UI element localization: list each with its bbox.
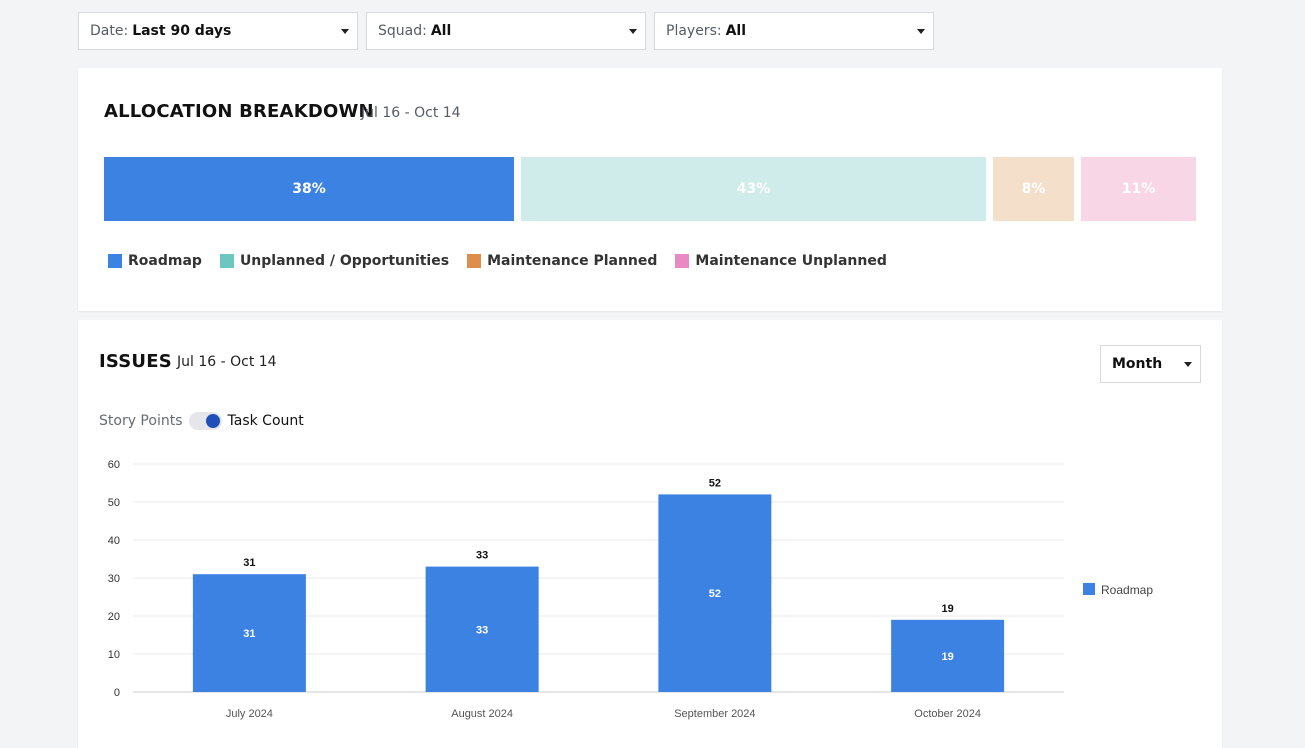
legend-swatch — [219, 254, 234, 268]
task-count-label[interactable]: Task Count — [227, 413, 304, 429]
date-filter-dropdown[interactable]: Date: Last 90 days — [78, 12, 358, 50]
caret-down-icon — [341, 29, 349, 34]
legend-label: Unplanned / Opportunities — [239, 253, 450, 269]
legend-swatch — [467, 254, 482, 268]
segment-percent-label: 8% — [1021, 181, 1046, 197]
y-tick-label: 0 — [114, 687, 120, 699]
chart-bar[interactable] — [658, 494, 772, 692]
players-filter-value: All — [725, 23, 747, 39]
allocation-legend: Roadmap Unplanned / Opportunities Mainte… — [108, 253, 887, 269]
legend-item-roadmap[interactable]: Roadmap — [108, 253, 202, 269]
chart-bar[interactable] — [192, 574, 306, 692]
y-tick-label: 10 — [108, 649, 120, 661]
period-select-value: Month — [1112, 356, 1163, 372]
squad-filter-label: Squad: — [378, 23, 427, 39]
legend-item-maintenance-unplanned[interactable]: Maintenance Unplanned — [675, 253, 887, 269]
players-filter-label: Players: — [666, 23, 722, 39]
period-select[interactable]: Month — [1100, 345, 1201, 383]
legend-item-unplanned[interactable]: Unplanned / Opportunities — [219, 253, 450, 269]
squad-filter-value: All — [430, 23, 452, 39]
y-tick-label: 60 — [108, 459, 120, 471]
bar-value-label: 33 — [476, 624, 488, 636]
allocation-segment-maintenance-unplanned[interactable]: 11% — [1081, 157, 1196, 221]
date-filter-label: Date: — [90, 23, 129, 39]
legend-swatch — [108, 254, 122, 268]
legend-swatch — [1083, 583, 1095, 595]
segment-percent-label: 38% — [292, 181, 326, 197]
allocation-title: ALLOCATION BREAKDOWN — [104, 101, 374, 122]
issues-title: ISSUES — [99, 351, 172, 372]
issues-bar-chart: 0 10 20 30 40 50 60 31 31 July 2024 33 33 August 202… — [108, 459, 1154, 720]
filter-bar: Date: Last 90 days Squad: All Players: A… — [78, 12, 934, 50]
caret-down-icon — [917, 29, 925, 34]
bar-value-label: 19 — [942, 651, 954, 663]
y-tick-label: 40 — [108, 535, 120, 547]
chart-bar[interactable] — [891, 619, 1005, 692]
y-tick-label: 20 — [108, 611, 120, 623]
allocation-breakdown-card: ALLOCATION BREAKDOWN Jul 16 - Oct 14 38%… — [78, 68, 1222, 311]
legend-label: Roadmap — [128, 253, 202, 269]
segment-percent-label: 43% — [736, 181, 771, 197]
bar-total-label: 52 — [709, 477, 721, 489]
x-tick-label: October 2024 — [914, 708, 981, 720]
allocation-segment-maintenance-planned[interactable]: 8% — [993, 157, 1074, 221]
legend-swatch — [675, 254, 690, 268]
metric-toggle-switch[interactable] — [188, 412, 222, 430]
bar-total-label: 33 — [476, 550, 488, 562]
bar-total-label: 31 — [243, 557, 255, 569]
date-filter-value: Last 90 days — [132, 23, 232, 39]
y-tick-label: 30 — [108, 573, 120, 585]
bar-value-label: 31 — [243, 628, 255, 640]
x-tick-label: August 2024 — [451, 708, 513, 720]
legend-label: Maintenance Unplanned — [695, 253, 887, 269]
bar-total-label: 19 — [942, 603, 954, 615]
metric-toggle-row: Story Points Task Count — [99, 412, 304, 430]
legend-label: Maintenance Planned — [487, 253, 658, 269]
issues-card: ISSUES Jul 16 - Oct 14 Month Story Point… — [78, 320, 1222, 748]
allocation-segment-unplanned[interactable]: 43% — [521, 157, 986, 221]
issues-date-range: Jul 16 - Oct 14 — [177, 354, 277, 370]
legend-label-roadmap[interactable]: Roadmap — [1101, 583, 1153, 597]
story-points-label[interactable]: Story Points — [99, 413, 183, 429]
chart-bar[interactable] — [425, 566, 539, 692]
squad-filter-dropdown[interactable]: Squad: All — [366, 12, 646, 50]
toggle-knob — [205, 414, 220, 428]
allocation-bar: 38% 43% 8% 11% — [104, 157, 1196, 221]
bar-value-label: 52 — [709, 588, 721, 600]
legend-item-maintenance-planned[interactable]: Maintenance Planned — [467, 253, 657, 269]
y-tick-label: 50 — [108, 497, 120, 509]
x-tick-label: September 2024 — [674, 708, 755, 720]
allocation-segment-roadmap[interactable]: 38% — [104, 157, 514, 221]
caret-down-icon — [629, 29, 637, 34]
x-tick-label: July 2024 — [226, 708, 273, 720]
caret-down-icon — [1184, 362, 1192, 367]
players-filter-dropdown[interactable]: Players: All — [654, 12, 934, 50]
segment-percent-label: 11% — [1121, 181, 1156, 197]
allocation-date-range: Jul 16 - Oct 14 — [361, 105, 461, 121]
